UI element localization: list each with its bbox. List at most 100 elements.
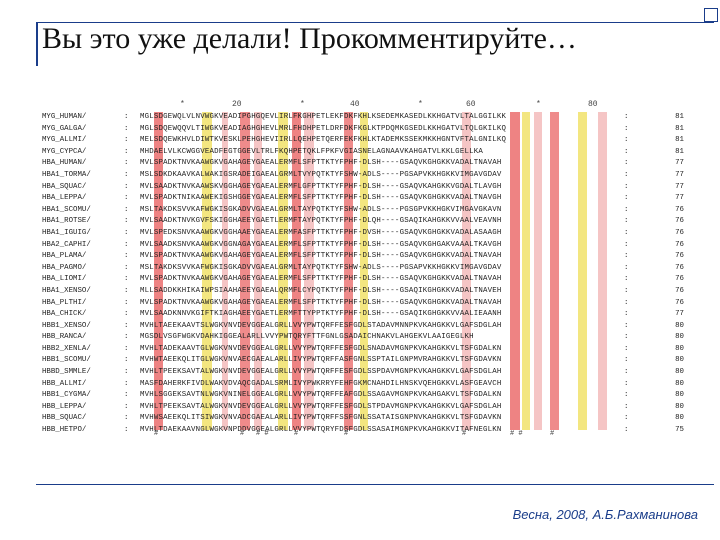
separator: :: [624, 391, 629, 400]
sequence-end-position: 77: [675, 310, 684, 319]
alignment-row: MYG_HUMAN/: MGLSDGEWQLVLNVWGKVEADIPGHGQEV…: [42, 112, 692, 124]
sequence-residues: MGLSDGEWQLVLNVWGKVEADIPGHGQEVLIRLFKGHPET…: [140, 113, 507, 121]
alignment-row: MYG_CYPCA/: MHDAELVLKCWGGVEADFEGTGGEVLTRL…: [42, 147, 692, 159]
sequence-name: HBA_PAGMO/: [42, 263, 87, 272]
sequence-residues: MELSDQEWKHVLDIWTKVESKLPEHGHEVIIRLLQEHPET…: [140, 136, 507, 145]
alignment-row: HBA1_IGUIG/: MVLSPEDKSNVKAAWGKVGGHAAEYGAE…: [42, 228, 692, 240]
sequence-residues: MVHLTAEEKAAVTSLWGKVNVDEVGGEALGRLLVVYPWTQ…: [140, 321, 502, 330]
title-accent-rule: [36, 22, 38, 66]
sequence-end-position: 80: [675, 321, 684, 330]
sequence-residues: MHDAELVLKCWGGVEADFEGTGGEVLTRLFKQHPETQKLF…: [140, 147, 483, 156]
separator: :: [124, 170, 129, 179]
sequence-name: HBA_PLAMA/: [42, 252, 87, 261]
separator: :: [624, 368, 629, 377]
ruler-tick: 40: [350, 100, 360, 109]
sequence-name: HBA1_ROTSE/: [42, 217, 91, 226]
separator: :: [124, 391, 129, 400]
sequence-residues: MASFDAHERKFIVDLWAKVDVAQCGADALSRMLIVYPWKR…: [140, 379, 502, 388]
separator: :: [624, 147, 629, 156]
sequence-residues: MVLSPADKTNIKAAWEKIGSHGGEYGAEALERMFLSFPTT…: [140, 194, 502, 203]
sequence-name: HBA_SQUAC/: [42, 182, 87, 191]
ruler-tick: *: [300, 100, 305, 109]
ruler-tick: 20: [232, 100, 242, 109]
sequence-end-position: 76: [675, 228, 684, 237]
alignment-row: HBA1_ROTSE/: MVLSAADKTNVKGVFSKIGGHAEEYGAE…: [42, 216, 692, 228]
alignment-row: HBB1_XENSO/: MVHLTAEEKAAVTSLWGKVNVDEVGGEA…: [42, 321, 692, 333]
conservation-mark: # #: [510, 430, 523, 438]
sequence-name: HBB1_CYGMA/: [42, 391, 91, 400]
sequence-name: HBA1_IGUIG/: [42, 228, 91, 237]
sequence-residues: MVLSPADKTNVKAAWGKVGAHAGEYGAEALERMFLSFPTT…: [140, 159, 502, 168]
sequence-end-position: 80: [675, 356, 684, 365]
slide-title: Вы это уже делали! Прокомментируйте…: [42, 22, 577, 55]
separator: :: [124, 379, 129, 388]
sequence-end-position: 76: [675, 298, 684, 307]
separator: :: [124, 414, 129, 423]
separator: :: [624, 275, 629, 284]
separator: :: [124, 344, 129, 353]
separator: :: [624, 217, 629, 226]
sequence-residues: MVLSPADKTNVKAAWGKVGAHAGEYGAEALERMFLSFPTT…: [140, 275, 502, 284]
alignment-row: HBA_HUMAN/: MVLSPADKTNVKAAWGKVGAHAGEYGAEA…: [42, 158, 692, 170]
sequence-residues: MVHWSAEEKQLITSIWGKVNVADCGAEALARLLIVYPWTQ…: [140, 414, 502, 423]
separator: :: [124, 252, 129, 261]
sequence-residues: MGSDLVSGFWGKVDAHKIGGEALARLLVVYPWTQRYFTTF…: [140, 333, 474, 342]
alignment-row: HBB1_SCOMU/: MVHWTAEEKQLITGLWGKVNVAECGAEA…: [42, 355, 692, 367]
sequence-residues: MVLSPADKTNVKAAWGKVGAHAGEYGAEALERMFLSFPTT…: [140, 298, 502, 307]
separator: :: [124, 263, 129, 272]
separator: :: [624, 252, 629, 261]
sequence-end-position: 80: [675, 402, 684, 411]
conserved-column-highlight: [550, 112, 559, 430]
footer-rule: [36, 484, 714, 485]
separator: :: [624, 333, 629, 342]
sequence-residues: MVHLTPEEKSAVTALWGKVNVDEVGGEALGRLLVVYPWTQ…: [140, 368, 502, 377]
alignment-row: HBB_ALLMI/: MASFDAHERKFIVDLWAKVDVAQCGADAL…: [42, 379, 692, 391]
conserved-column-highlight: [304, 112, 314, 430]
separator: :: [624, 205, 629, 214]
sequence-name: MYG_CYPCA/: [42, 147, 87, 156]
separator: :: [624, 136, 629, 145]
alignment-row: HBA_PLTHI/: MVLSPADKTNVKAAWGKVGAHAGEYGAEA…: [42, 298, 692, 310]
sequence-end-position: 80: [675, 344, 684, 353]
separator: :: [624, 194, 629, 203]
sequence-end-position: 76: [675, 217, 684, 226]
separator: :: [624, 113, 629, 121]
conserved-column-highlight: [154, 112, 163, 430]
sequence-name: HBA1_TORMA/: [42, 170, 91, 179]
conserved-column-highlight: [278, 112, 288, 430]
conserved-column-highlight: [598, 112, 607, 430]
sequence-residues: MSLTAKDKSVVKAFWGKISGKADVVGAEALGRMLTAYPQT…: [140, 205, 502, 214]
sequence-end-position: 76: [675, 240, 684, 249]
sequence-name: HBA_CHICK/: [42, 310, 87, 319]
conservation-mark: #: [294, 430, 299, 438]
sequence-residues: MVHLTADEKAAVTGLWGKVNVDEVGGEALGRLLVVYPWTQ…: [140, 344, 502, 353]
alignment-row: HBB_LEPPA/: MVHLTPEEKSAVTALWGKVNVDEVGGEAL…: [42, 402, 692, 414]
separator: :: [124, 298, 129, 307]
sequence-end-position: 80: [675, 333, 684, 342]
conserved-column-highlight: [360, 112, 368, 430]
sequence-end-position: 80: [675, 379, 684, 388]
separator: :: [124, 368, 129, 377]
separator: :: [124, 240, 129, 249]
sequence-name: HBA1_XENSO/: [42, 286, 91, 295]
sequence-end-position: 76: [675, 275, 684, 284]
sequence-name: HBB_SQUAC/: [42, 414, 87, 423]
separator: :: [124, 286, 129, 295]
sequence-name: HBB_ALLMI/: [42, 379, 87, 388]
conservation-mark: #: [550, 430, 555, 438]
sequence-name: HBB_LEPPA/: [42, 402, 87, 411]
slide-credit: Весна, 2008, А.Б.Рахманинова: [512, 507, 698, 522]
alignment-row: HBA1_SCOMU/: MSLTAKDKSVVKAFWGKISGKADVVGAE…: [42, 205, 692, 217]
sequence-name: HBA_PLTHI/: [42, 298, 87, 307]
conserved-column-highlight: [240, 112, 250, 430]
alignment-row: HBA_LIOMI/: MVLSPADKTNVKAAWGKVGAHAGEYGAEA…: [42, 274, 692, 286]
sequence-name: HBB1_XENSO/: [42, 321, 91, 330]
sequence-name: MYG_GALGA/: [42, 124, 87, 133]
sequence-name: HBA_LEPPA/: [42, 194, 87, 203]
separator: :: [124, 402, 129, 411]
sequence-end-position: 80: [675, 414, 684, 423]
sequence-end-position: 81: [675, 113, 684, 121]
conserved-column-highlight: [510, 112, 520, 430]
sequence-residues: MVLSPADKTNVKAAWGKVGAHAGEYGAEALERMFLSFPTT…: [140, 252, 502, 261]
sequence-name: HBB1_SCOMU/: [42, 356, 91, 365]
